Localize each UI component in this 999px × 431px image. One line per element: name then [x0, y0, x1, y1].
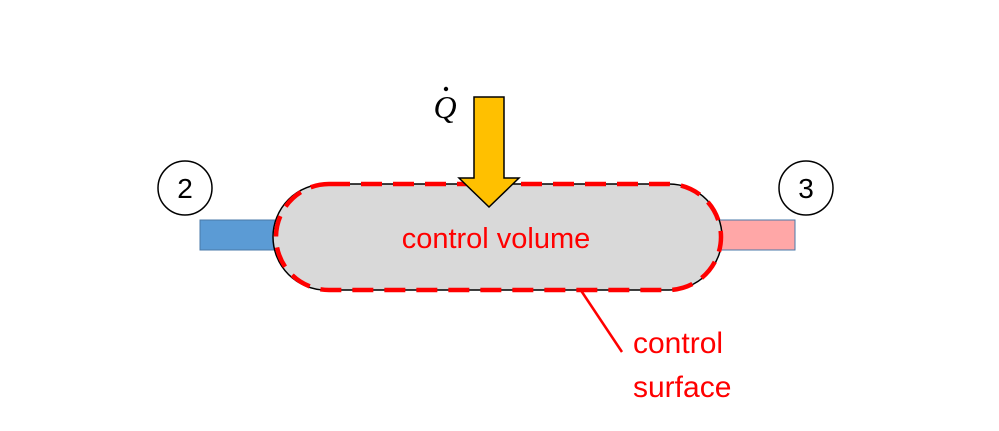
control-surface-label-line2: surface [633, 371, 731, 404]
control-surface-leader-line [578, 288, 624, 353]
inlet-pipe [199, 219, 279, 251]
state-3-label: 3 [798, 173, 814, 204]
outlet-pipe [714, 219, 796, 251]
heat-transfer-arrow [457, 96, 521, 209]
time-derivative-dot [443, 86, 449, 92]
control-volume-label: control volume [402, 223, 591, 255]
state-2-label: 2 [177, 173, 193, 204]
state-2-circle [157, 160, 213, 216]
heat-rate-label: Q [433, 89, 456, 125]
state-3-circle [778, 160, 834, 216]
control-surface-label-line1: control [633, 327, 723, 360]
